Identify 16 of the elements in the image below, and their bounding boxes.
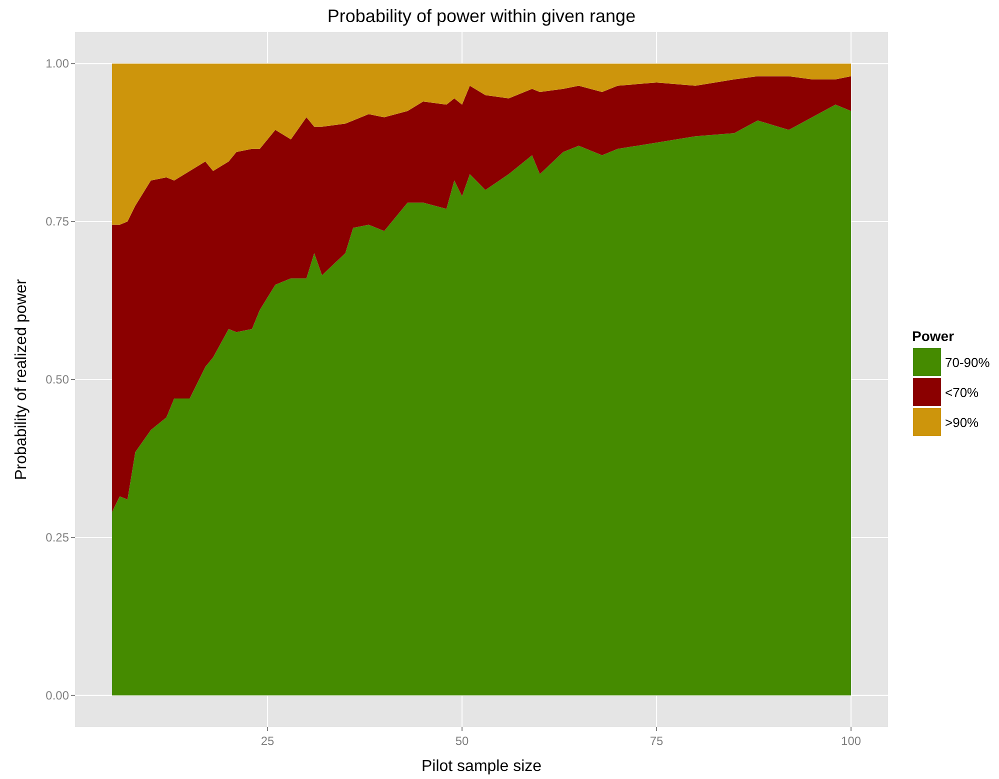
legend-title: Power [912,328,955,344]
y-tick-label: 0.75 [46,214,70,229]
x-tick-label: 25 [260,734,275,748]
legend-label: <70% [945,385,980,400]
chart-title: Probability of power within given range [327,6,636,26]
y-tick-label: 0.00 [46,688,70,702]
x-tick-label: 100 [841,734,862,748]
legend-label: >90% [945,415,980,430]
y-tick-label: 0.25 [46,530,70,544]
y-tick-label: 0.50 [46,372,70,386]
legend-label: 70-90% [945,355,990,370]
x-tick-label: 50 [455,734,470,748]
x-tick-label: 75 [650,734,664,748]
y-tick-label: 1.00 [46,56,70,71]
x-axis-title: Pilot sample size [421,758,542,775]
y-axis-title: Probability of realized power [13,278,30,480]
